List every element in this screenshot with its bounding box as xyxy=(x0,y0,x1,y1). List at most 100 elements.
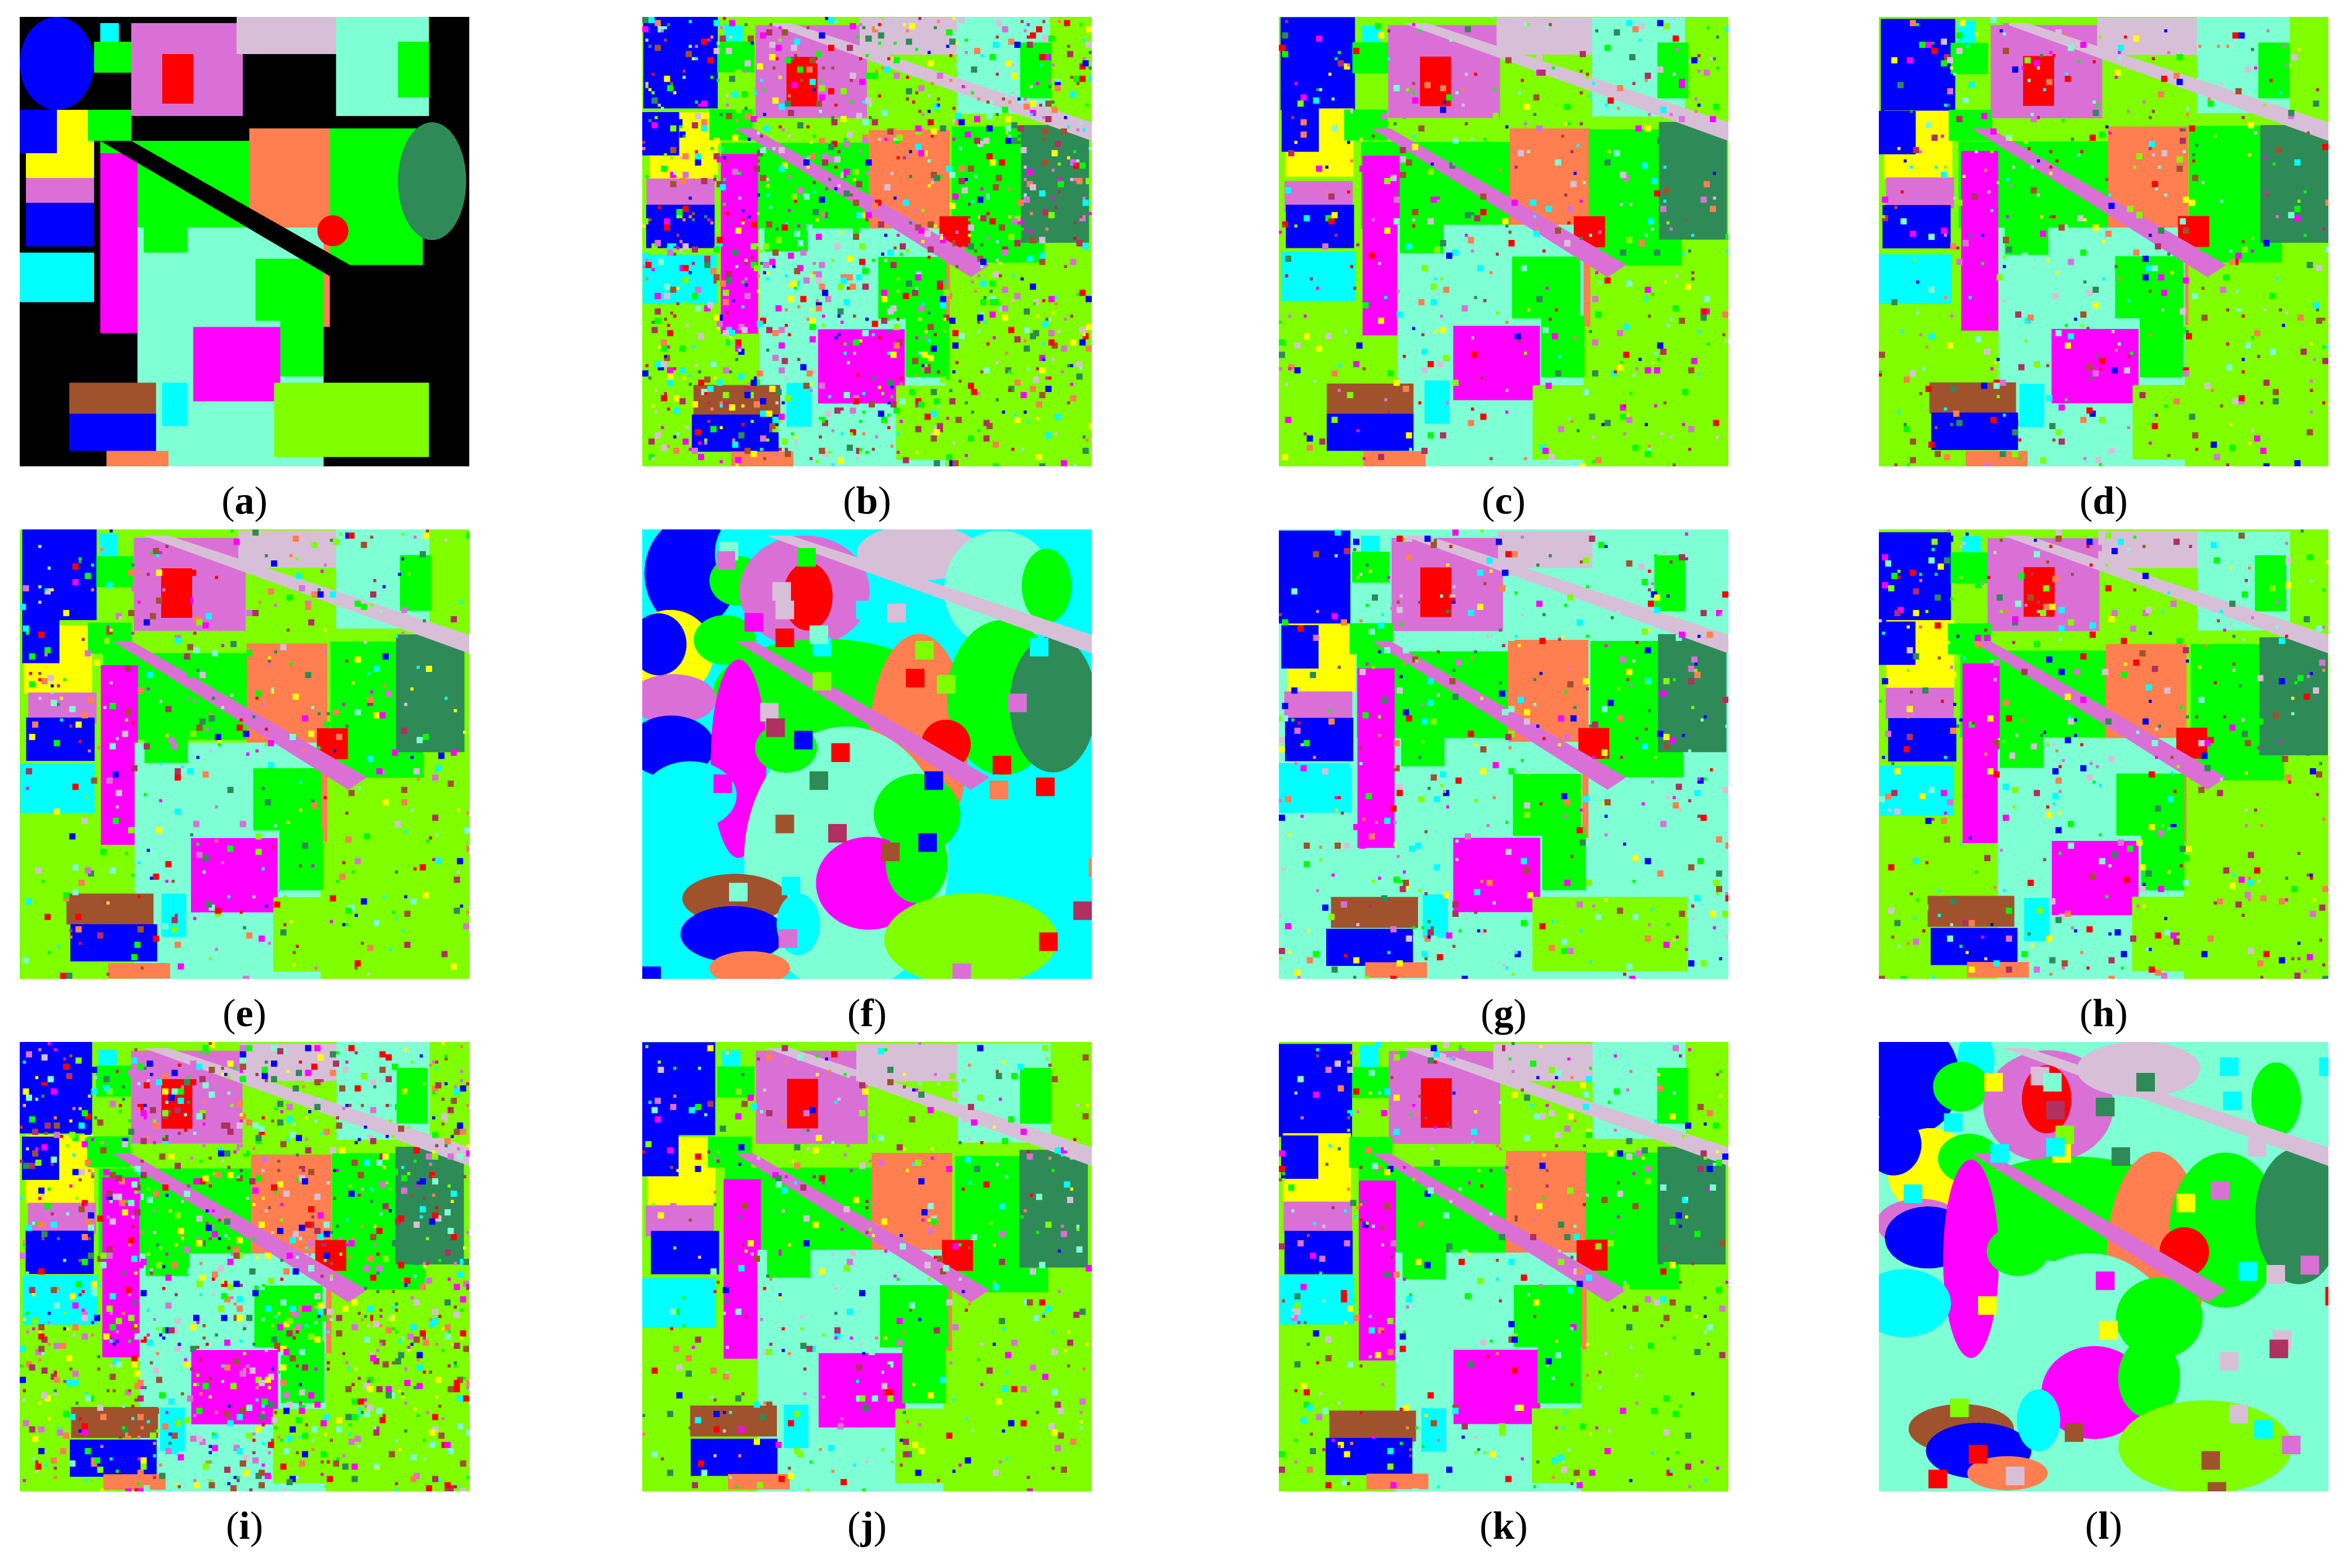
class-region xyxy=(2097,17,2203,55)
class-region xyxy=(694,615,756,665)
class-region xyxy=(709,951,790,979)
noise-pixels xyxy=(642,542,1092,979)
class-region xyxy=(1962,663,2000,844)
panel-caption: (h) xyxy=(2079,992,2128,1035)
panel-label: j xyxy=(860,1504,874,1548)
class-region xyxy=(1363,451,1426,466)
class-region xyxy=(2019,384,2044,427)
class-region xyxy=(1879,1113,1922,1175)
panel-label: a xyxy=(234,479,255,523)
class-region xyxy=(2140,315,2184,378)
class-region xyxy=(239,1043,345,1081)
class-region xyxy=(108,963,171,979)
class-region xyxy=(255,259,324,321)
class-region xyxy=(162,382,188,426)
class-region xyxy=(253,768,322,831)
class-region xyxy=(1532,1408,1687,1483)
map-image xyxy=(20,529,469,979)
class-region xyxy=(88,110,132,141)
class-region xyxy=(94,42,132,73)
panel-label: l xyxy=(2098,1504,2109,1548)
map-image xyxy=(1879,17,2328,466)
road-strip xyxy=(113,1153,367,1303)
class-region xyxy=(1542,828,1586,890)
class-region xyxy=(1366,1473,1429,1489)
class-region xyxy=(398,42,429,98)
classification-map-l xyxy=(1879,1042,2328,1491)
map-image xyxy=(642,17,1092,466)
noise-pixels xyxy=(1904,1057,2328,1491)
classification-map-a xyxy=(20,17,469,466)
class-region xyxy=(1281,1135,1318,1179)
classification-map-b xyxy=(642,17,1092,466)
class-region xyxy=(69,382,157,414)
class-region xyxy=(237,17,343,55)
class-region xyxy=(317,215,349,247)
panel-label: c xyxy=(1495,479,1513,523)
noise-pixels xyxy=(1279,17,1728,466)
class-region xyxy=(1283,1201,1352,1233)
panel-caption: (k) xyxy=(1479,1504,1528,1548)
road-strip xyxy=(735,128,990,278)
class-region xyxy=(2258,42,2290,99)
class-region xyxy=(1513,773,1581,836)
panel-caption: (a) xyxy=(221,479,268,523)
class-region xyxy=(690,1405,777,1437)
class-region xyxy=(1885,688,1954,719)
class-region xyxy=(1933,1062,1989,1112)
class-region xyxy=(1279,763,1352,813)
class-region xyxy=(680,906,786,962)
class-region xyxy=(902,1341,946,1404)
class-region xyxy=(1657,1147,1726,1265)
class-region xyxy=(398,122,466,240)
class-region xyxy=(22,529,97,620)
classification-map-j xyxy=(642,1042,1092,1491)
road-strip xyxy=(100,141,361,284)
class-region xyxy=(2118,1400,2292,1491)
panel-caption: (d) xyxy=(2079,479,2128,523)
class-region xyxy=(708,1136,752,1168)
class-region xyxy=(1402,1248,1446,1280)
class-region xyxy=(1659,122,1727,240)
class-region xyxy=(20,17,95,110)
class-region xyxy=(1879,532,1951,626)
class-region xyxy=(1532,897,1687,972)
class-region xyxy=(1021,549,1072,623)
panel-label: k xyxy=(1492,1504,1515,1548)
class-region xyxy=(280,314,324,377)
class-region xyxy=(2132,385,2288,460)
class-region xyxy=(161,1079,193,1129)
noise-pixels xyxy=(1279,1042,1728,1491)
class-region xyxy=(1401,735,1445,767)
class-region xyxy=(2118,1337,2180,1418)
class-region xyxy=(1948,623,1992,654)
class-region xyxy=(731,451,794,466)
panel-label: b xyxy=(856,479,878,523)
panel-caption: (c) xyxy=(1482,479,1526,523)
class-region xyxy=(1344,109,1388,141)
class-region xyxy=(395,1147,464,1265)
class-region xyxy=(1285,718,1354,761)
map-image xyxy=(1279,17,1728,466)
class-region xyxy=(642,1133,679,1177)
class-region xyxy=(1986,1226,2049,1276)
class-region xyxy=(70,924,158,962)
class-region xyxy=(642,1278,716,1328)
panel-label: f xyxy=(860,992,874,1035)
panel-label: e xyxy=(235,992,254,1035)
class-region xyxy=(96,556,134,587)
class-region xyxy=(783,562,833,631)
class-region xyxy=(643,761,737,830)
road-strip xyxy=(766,536,1092,654)
class-region xyxy=(1352,42,1390,73)
class-region xyxy=(1537,1341,1581,1404)
classification-map-h xyxy=(1879,529,2328,979)
panel-caption: (b) xyxy=(843,479,891,523)
class-region xyxy=(1658,634,1727,752)
class-region xyxy=(884,893,1058,979)
class-region xyxy=(1999,737,2043,768)
class-region xyxy=(103,1474,166,1490)
class-region xyxy=(717,41,755,73)
class-region xyxy=(642,613,687,676)
noise-pixels xyxy=(642,1042,1092,1491)
